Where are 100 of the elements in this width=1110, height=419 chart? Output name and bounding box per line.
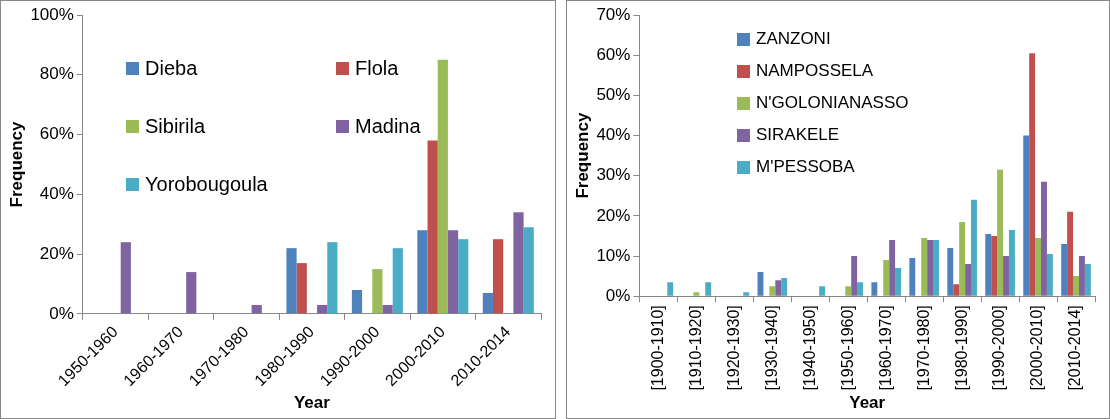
y-tick-label: 30% <box>596 165 631 185</box>
bar <box>851 256 858 296</box>
bar <box>1035 237 1042 296</box>
bar <box>667 282 674 296</box>
bar <box>296 263 307 314</box>
bar <box>513 212 524 314</box>
y-tick-label: 50% <box>596 85 631 105</box>
bar <box>871 282 878 296</box>
bar <box>933 239 939 296</box>
bar <box>857 282 864 296</box>
bar <box>417 230 428 314</box>
bar <box>382 304 393 314</box>
x-tick-label: [1940-1950] <box>800 305 818 391</box>
legend-label: Sibirila <box>145 114 206 138</box>
bar <box>1067 211 1074 296</box>
x-tick-label: [2000-2010] <box>1028 305 1046 391</box>
y-tick-label: 70% <box>596 4 631 24</box>
bar <box>186 272 197 314</box>
bar <box>1084 264 1091 296</box>
bar <box>889 239 896 296</box>
bar <box>1061 243 1068 296</box>
legend-label: NAMPOSSELA <box>756 61 874 81</box>
x-tick-label: [1920-1930] <box>724 305 742 391</box>
bar <box>458 239 469 314</box>
y-tick-label: 20% <box>596 205 631 225</box>
bar <box>327 242 338 314</box>
bar <box>447 230 459 314</box>
bar <box>482 293 493 314</box>
y-tick-label: 80% <box>39 64 74 84</box>
bar <box>927 239 934 296</box>
bar <box>317 304 328 314</box>
bar <box>743 292 750 296</box>
legend-label: Yorobougoula <box>145 172 268 196</box>
y-tick-label: 60% <box>39 124 74 144</box>
legend-label: M'PESSOBA <box>756 157 855 177</box>
x-tick-label: [1930-1940] <box>762 305 780 391</box>
bar <box>1029 53 1036 296</box>
y-tick-label: 0% <box>49 303 74 323</box>
bar <box>971 199 977 296</box>
bar <box>883 260 890 296</box>
bar <box>1023 135 1030 296</box>
x-tick-label: [2010-2014] <box>1066 305 1084 391</box>
bar <box>523 227 534 314</box>
bar <box>1078 256 1085 296</box>
x-tick-label: [1970-1980] <box>914 305 932 391</box>
legend-label: N'GOLONIANASSO <box>756 93 909 113</box>
bar <box>775 280 782 296</box>
bar <box>959 221 966 296</box>
legend-label: SIRAKELE <box>756 125 840 145</box>
bar <box>997 169 1004 296</box>
bar <box>437 59 448 314</box>
bar <box>286 248 297 314</box>
x-tick-label: [1960-1970] <box>876 305 894 391</box>
x-tick-label: [1900-1910] <box>648 305 666 391</box>
bar <box>1003 256 1009 296</box>
bar <box>1041 181 1047 296</box>
y-tick-label: 10% <box>596 245 631 265</box>
bar <box>351 290 363 314</box>
bar <box>781 278 788 296</box>
y-tick-label: 40% <box>596 125 631 145</box>
bar <box>1046 254 1053 296</box>
x-tick-label: [1990-2000] <box>990 305 1008 391</box>
bar <box>953 284 960 296</box>
y-axis-title: Frequency <box>6 120 26 208</box>
bar <box>895 268 901 296</box>
bar <box>991 235 998 296</box>
bar <box>492 239 504 314</box>
x-tick-label: [1950-1960] <box>838 305 856 391</box>
legend-label: Dieba <box>145 56 198 80</box>
bar <box>757 272 764 296</box>
x-axis-title: Year <box>849 393 886 413</box>
bar <box>705 282 712 296</box>
bar <box>845 286 852 296</box>
bar <box>985 233 992 296</box>
bar <box>392 248 403 314</box>
bar <box>921 237 928 296</box>
bar <box>427 140 438 314</box>
legend-label: ZANZONI <box>756 29 831 49</box>
legend-label: Madina <box>355 114 421 138</box>
bar <box>769 286 776 296</box>
bar <box>251 304 262 314</box>
y-tick-label: 0% <box>605 285 631 305</box>
x-tick-label: [1910-1920] <box>686 305 704 391</box>
bar <box>120 242 131 314</box>
y-tick-label: 40% <box>39 184 74 204</box>
bar <box>693 292 700 296</box>
bar <box>1073 276 1079 296</box>
bar <box>965 264 972 296</box>
legend-label: Flola <box>355 56 399 80</box>
y-tick-label: 20% <box>39 243 74 263</box>
bar <box>947 247 954 296</box>
bar <box>1008 229 1015 296</box>
y-tick-label: 100% <box>30 4 74 24</box>
x-tick-label: [1980-1990] <box>952 305 970 391</box>
x-axis-title: Year <box>293 393 331 413</box>
bar <box>819 286 826 296</box>
y-axis-title: Frequency <box>572 112 592 199</box>
bar <box>909 258 916 296</box>
y-tick-label: 60% <box>596 44 631 64</box>
bar <box>372 269 383 314</box>
